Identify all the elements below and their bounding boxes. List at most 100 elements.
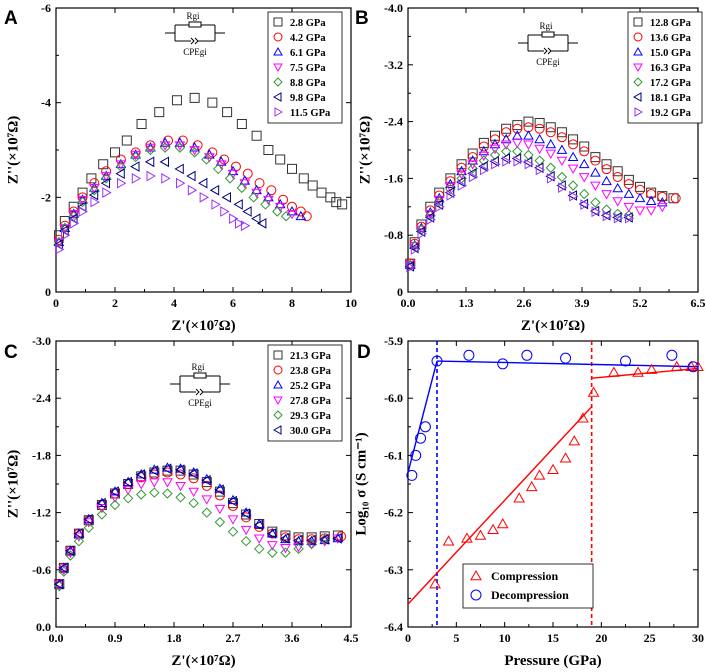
legend-label: 13.6 GPa — [650, 33, 692, 44]
equivalent-circuit-icon: Rgi CPEgi — [165, 11, 225, 57]
data-point — [580, 190, 589, 199]
x-tick-label: 2.6 — [517, 296, 532, 310]
data-point — [557, 172, 566, 181]
x-tick-label: 15 — [547, 631, 559, 645]
data-point — [338, 200, 347, 209]
data-point — [636, 207, 645, 215]
fit-line — [408, 361, 437, 473]
y-tick-label: -3.2 — [384, 58, 403, 72]
data-point — [522, 350, 532, 360]
legend-label: 16.3 GPa — [650, 63, 692, 74]
x-tick-label: 0.9 — [108, 631, 123, 645]
data-point — [658, 203, 667, 211]
panel-letter-C: C — [4, 342, 18, 363]
data-point — [234, 200, 242, 209]
data-point — [252, 214, 260, 223]
data-point — [527, 482, 537, 491]
panel-letter-A: A — [4, 8, 18, 29]
legend-label: 29.3 GPa — [290, 411, 332, 422]
data-point — [569, 436, 579, 445]
x-tick-label: 6.5 — [691, 296, 706, 310]
y-axis-label: Log₁₀ σ (S cm⁻¹) — [353, 432, 369, 535]
series-30.0-gpa — [55, 464, 341, 588]
x-axis-label: Z'(×10⁷Ω) — [171, 318, 235, 334]
legend-label: Compression — [491, 569, 558, 583]
fit-line — [437, 361, 698, 367]
series-11.5-gpa — [56, 172, 250, 254]
y-tick-label: -6.3 — [384, 563, 403, 577]
x-tick-label: 0 — [53, 296, 59, 310]
x-tick-label: 2.7 — [226, 631, 241, 645]
y-tick-label: -6 — [41, 1, 51, 15]
y-tick-label: -0.6 — [32, 563, 51, 577]
data-point — [524, 131, 533, 139]
data-point — [444, 536, 454, 545]
data-point — [317, 188, 326, 197]
data-point — [189, 488, 198, 496]
y-tick-label: 0 — [45, 285, 51, 299]
y-tick-label: -0.8 — [384, 228, 403, 242]
legend-label: Decompression — [491, 588, 569, 602]
x-tick-label: 25 — [644, 631, 656, 645]
x-tick-label: 1.3 — [459, 296, 474, 310]
y-tick-label: -6.2 — [384, 506, 403, 520]
series-25.2-gpa — [55, 463, 343, 587]
data-point — [258, 219, 266, 228]
legend-label: 23.8 GPa — [290, 366, 332, 377]
series-23.8-gpa — [55, 468, 346, 589]
resistor-icon — [542, 32, 554, 37]
x-tick-label: 20 — [595, 631, 607, 645]
resistor-label: Rgi — [191, 362, 205, 372]
y-tick-label: -2.4 — [32, 391, 51, 405]
data-point — [569, 165, 578, 173]
resistor-label: Rgi — [539, 21, 553, 31]
x-tick-label: 10 — [499, 631, 511, 645]
data-point — [602, 177, 611, 185]
legend-label: 4.2 GPa — [290, 33, 326, 44]
data-point — [146, 157, 154, 166]
data-point — [498, 359, 508, 369]
data-point — [591, 168, 600, 176]
data-point — [190, 93, 199, 102]
data-point — [613, 184, 622, 192]
y-axis-label: Z''(×10⁷Ω) — [5, 450, 21, 518]
data-point — [580, 160, 589, 168]
data-point — [557, 157, 566, 165]
x-tick-label: 4.5 — [344, 631, 359, 645]
cpe-label: CPEgi — [188, 398, 212, 408]
x-tick-label: 5 — [453, 631, 459, 645]
data-point — [161, 157, 169, 166]
legend-label: 30.0 GPa — [290, 426, 332, 437]
legend-label: 19.2 GPa — [650, 108, 692, 119]
data-point — [252, 131, 261, 140]
legend-label: 8.8 GPa — [290, 78, 326, 89]
legend-label: 15.0 GPa — [650, 48, 692, 59]
data-point — [658, 198, 667, 206]
data-point — [546, 140, 555, 148]
x-tick-label: 1.8 — [167, 631, 182, 645]
data-point — [498, 519, 508, 528]
data-point — [569, 181, 578, 190]
series-compression — [430, 362, 703, 588]
series-15.0-gpa — [406, 131, 667, 268]
x-axis-label: Z'(×10⁷Ω) — [521, 318, 585, 334]
data-point — [229, 527, 238, 536]
data-point — [548, 465, 558, 474]
data-point — [569, 153, 578, 161]
data-point — [150, 488, 159, 497]
data-point — [613, 198, 622, 206]
panel-letter-D: D — [357, 342, 371, 363]
legend-label: 25.2 GPa — [290, 381, 332, 392]
series-19.2-gpa — [407, 157, 633, 272]
data-point — [230, 214, 238, 223]
fit-line — [592, 368, 698, 378]
data-point — [189, 499, 198, 508]
data-point — [671, 194, 680, 203]
legend-label: 2.8 GPa — [290, 18, 326, 29]
resistor-icon — [189, 22, 201, 27]
data-point — [187, 172, 195, 181]
data-point — [223, 108, 232, 117]
panel-letter-B: B — [355, 8, 369, 29]
series-21.3-gpa — [55, 466, 343, 588]
data-point — [591, 182, 600, 190]
